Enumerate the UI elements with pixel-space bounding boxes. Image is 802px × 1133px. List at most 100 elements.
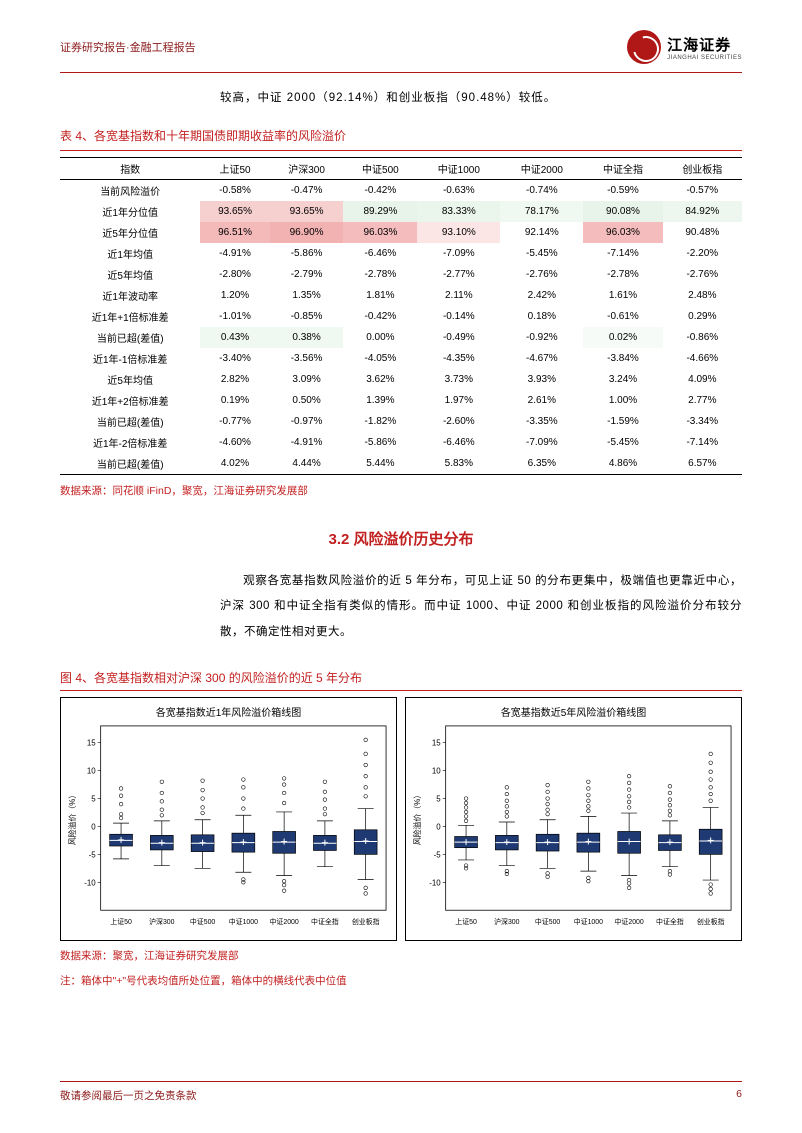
table-cell: 93.10% xyxy=(417,222,500,243)
table-cell: -2.80% xyxy=(200,264,269,285)
table-row-label: 近1年均值 xyxy=(60,243,200,264)
boxplot-5yr-title: 各宽基指数近5年风险溢价箱线图 xyxy=(410,704,737,719)
table-cell: -2.76% xyxy=(663,264,742,285)
table-col-header: 指数 xyxy=(60,158,200,180)
table-cell: 93.65% xyxy=(200,201,269,222)
table-cell: -7.14% xyxy=(663,432,742,453)
table-cell: 0.50% xyxy=(270,390,344,411)
table-cell: 2.42% xyxy=(500,285,583,306)
table-cell: 4.44% xyxy=(270,453,344,475)
table-cell: 1.00% xyxy=(583,390,662,411)
table-cell: -3.84% xyxy=(583,348,662,369)
logo-text-cn: 江海证券 xyxy=(667,34,742,55)
figure-4-note: 注：箱体中"+"号代表均值所处位置，箱体中的横线代表中位值 xyxy=(60,972,742,991)
table-cell: -7.09% xyxy=(417,243,500,264)
table-row-label: 当前已超(差值) xyxy=(60,327,200,348)
page-header: 证券研究报告·金融工程报告 江海证券 JIANGHAI SECURITIES xyxy=(0,0,802,72)
table-4-caption: 表 4、各宽基指数和十年期国债即期收益率的风险溢价 xyxy=(60,127,742,144)
table-cell: 0.02% xyxy=(583,327,662,348)
table-4-caption-rule xyxy=(60,150,742,151)
table-cell: 0.43% xyxy=(200,327,269,348)
table-cell: -5.45% xyxy=(500,243,583,264)
table-cell: -0.42% xyxy=(343,180,417,202)
table-cell: 1.97% xyxy=(417,390,500,411)
table-cell: -3.56% xyxy=(270,348,344,369)
svg-text:0: 0 xyxy=(436,822,441,831)
table-cell: 3.73% xyxy=(417,369,500,390)
table-cell: -0.47% xyxy=(270,180,344,202)
table-cell: 1.35% xyxy=(270,285,344,306)
table-col-header: 中证全指 xyxy=(583,158,662,180)
figure-4-caption-rule xyxy=(60,690,742,691)
table-cell: -3.34% xyxy=(663,411,742,432)
table-cell: -0.77% xyxy=(200,411,269,432)
table-cell: -0.49% xyxy=(417,327,500,348)
table-cell: 96.51% xyxy=(200,222,269,243)
logo-text-en: JIANGHAI SECURITIES xyxy=(667,55,742,61)
svg-text:中证1000: 中证1000 xyxy=(574,917,603,926)
table-row-label: 近5年均值 xyxy=(60,264,200,285)
table-row-label: 近1年-2倍标准差 xyxy=(60,432,200,453)
table-cell: 89.29% xyxy=(343,201,417,222)
table-cell: 84.92% xyxy=(663,201,742,222)
table-row-label: 近5年均值 xyxy=(60,369,200,390)
svg-text:15: 15 xyxy=(432,739,441,748)
table-cell: -0.85% xyxy=(270,306,344,327)
table-cell: -6.46% xyxy=(343,243,417,264)
table-cell: 90.48% xyxy=(663,222,742,243)
table-cell: 92.14% xyxy=(500,222,583,243)
table-cell: 0.29% xyxy=(663,306,742,327)
table-cell: -5.86% xyxy=(343,432,417,453)
page-number: 6 xyxy=(736,1088,742,1103)
svg-text:10: 10 xyxy=(432,766,441,775)
svg-text:风险溢价（%）: 风险溢价（%） xyxy=(412,791,422,845)
table-cell: 1.39% xyxy=(343,390,417,411)
table-cell: -0.59% xyxy=(583,180,662,202)
table-cell: -4.91% xyxy=(200,243,269,264)
figure-4-caption: 图 4、各宽基指数相对沪深 300 的风险溢价的近 5 年分布 xyxy=(60,669,742,686)
table-cell: -4.60% xyxy=(200,432,269,453)
table-col-header: 上证50 xyxy=(200,158,269,180)
table-row-label: 近5年分位值 xyxy=(60,222,200,243)
svg-text:5: 5 xyxy=(91,794,96,803)
table-cell: 5.83% xyxy=(417,453,500,475)
boxplot-1yr-title: 各宽基指数近1年风险溢价箱线图 xyxy=(65,704,392,719)
table-cell: -5.45% xyxy=(583,432,662,453)
table-col-header: 中证2000 xyxy=(500,158,583,180)
table-cell: 3.24% xyxy=(583,369,662,390)
table-cell: -0.57% xyxy=(663,180,742,202)
table-cell: 1.20% xyxy=(200,285,269,306)
table-cell: -0.58% xyxy=(200,180,269,202)
table-cell: -3.40% xyxy=(200,348,269,369)
table-cell: -2.77% xyxy=(417,264,500,285)
table-row-label: 当前已超(差值) xyxy=(60,411,200,432)
table-cell: -2.76% xyxy=(500,264,583,285)
table-cell: -4.66% xyxy=(663,348,742,369)
table-cell: 0.00% xyxy=(343,327,417,348)
table-cell: 0.18% xyxy=(500,306,583,327)
table-cell: -0.42% xyxy=(343,306,417,327)
svg-text:中证500: 中证500 xyxy=(190,917,216,926)
table-cell: -4.05% xyxy=(343,348,417,369)
table-cell: -0.92% xyxy=(500,327,583,348)
footer-rule xyxy=(60,1081,742,1082)
table-cell: 3.62% xyxy=(343,369,417,390)
svg-text:0: 0 xyxy=(91,822,96,831)
intro-line: 较高，中证 2000（92.14%）和创业板指（90.48%）较低。 xyxy=(60,89,742,105)
table-cell: 3.93% xyxy=(500,369,583,390)
table-cell: -4.67% xyxy=(500,348,583,369)
table-cell: 83.33% xyxy=(417,201,500,222)
table-cell: 6.35% xyxy=(500,453,583,475)
svg-text:中证全指: 中证全指 xyxy=(311,917,339,926)
table-cell: 1.61% xyxy=(583,285,662,306)
svg-text:-5: -5 xyxy=(89,850,97,859)
svg-text:10: 10 xyxy=(87,766,96,775)
svg-text:5: 5 xyxy=(436,794,441,803)
table-cell: -7.09% xyxy=(500,432,583,453)
svg-text:创业板指: 创业板指 xyxy=(697,917,725,926)
table-cell: 96.03% xyxy=(343,222,417,243)
table-row-label: 近1年-1倍标准差 xyxy=(60,348,200,369)
svg-text:-10: -10 xyxy=(429,878,441,887)
table-col-header: 中证500 xyxy=(343,158,417,180)
table-col-header: 中证1000 xyxy=(417,158,500,180)
